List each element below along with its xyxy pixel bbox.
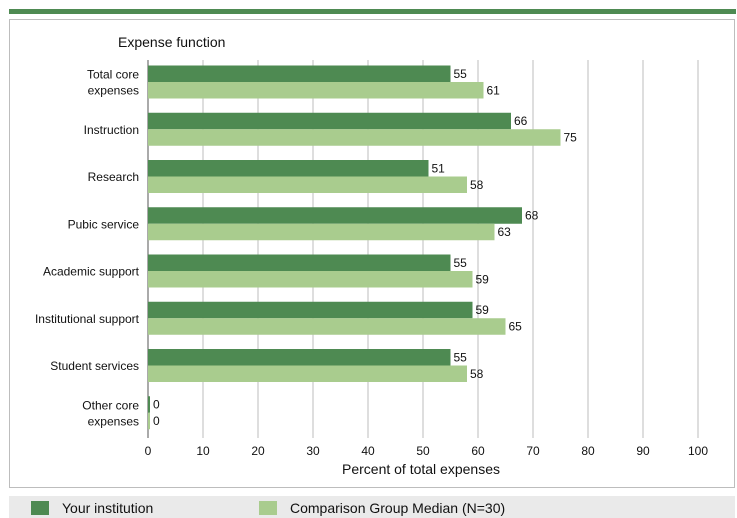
data-label: 59 <box>476 272 490 286</box>
legend-swatch-comparison-median <box>259 501 277 515</box>
category-label: Student services <box>50 359 139 373</box>
bar-comparison-median <box>148 82 484 99</box>
bar-your-institution <box>148 160 429 177</box>
y-axis-title: Expense function <box>118 34 226 50</box>
bar-comparison-median <box>148 412 150 430</box>
data-label: 58 <box>470 367 484 381</box>
data-label: 65 <box>509 320 523 334</box>
bar-your-institution <box>148 65 451 82</box>
bar-your-institution <box>148 349 451 366</box>
category-label: Total core expenses <box>87 68 139 98</box>
data-label: 55 <box>454 256 468 270</box>
bar-comparison-median <box>148 271 473 288</box>
data-label: 68 <box>525 209 539 223</box>
x-tick-label: 50 <box>416 444 430 458</box>
data-label: 55 <box>454 350 468 364</box>
legend-label-your-institution: Your institution <box>62 500 154 516</box>
bar-comparison-median <box>148 176 467 193</box>
legend-label-comparison-median: Comparison Group Median (N=30) <box>290 500 506 516</box>
bar-comparison-median <box>148 129 561 146</box>
category-label: Other core expenses <box>82 398 139 428</box>
x-tick-label: 80 <box>581 444 595 458</box>
x-tick-label: 20 <box>251 444 265 458</box>
bar-comparison-median <box>148 318 506 335</box>
x-tick-label: 30 <box>306 444 320 458</box>
legend-item-comparison-median: Comparison Group Median (N=30) <box>259 499 505 517</box>
legend-item-your-institution: Your institution <box>31 499 153 517</box>
bar-your-institution <box>148 301 473 319</box>
bar-comparison-median <box>148 223 495 241</box>
data-label: 58 <box>470 178 484 192</box>
x-tick-label: 90 <box>636 444 650 458</box>
legend: Your institution Comparison Group Median… <box>9 496 735 518</box>
data-label: 61 <box>487 83 501 97</box>
data-label: 0 <box>153 398 160 412</box>
category-label: Research <box>88 170 139 184</box>
x-axis-title: Percent of total expenses <box>342 461 500 477</box>
x-tick-label: 60 <box>471 444 485 458</box>
x-tick-label: 10 <box>196 444 210 458</box>
data-label: 0 <box>153 414 160 428</box>
data-label: 63 <box>498 225 512 239</box>
category-label: Instruction <box>84 123 139 137</box>
data-label: 75 <box>564 131 578 145</box>
bar-your-institution <box>148 112 511 130</box>
category-label: Academic support <box>43 265 140 279</box>
header-rule <box>9 9 736 14</box>
bar-your-institution <box>148 396 150 413</box>
data-label: 55 <box>454 67 468 81</box>
bar-your-institution <box>148 254 451 271</box>
data-label: 66 <box>514 114 528 128</box>
bar-comparison-median <box>148 365 467 382</box>
category-label: Pubic service <box>68 217 140 231</box>
x-tick-label: 40 <box>361 444 375 458</box>
bar-your-institution <box>148 207 522 224</box>
category-label: Institutional support <box>35 312 140 326</box>
x-tick-label: 70 <box>526 444 540 458</box>
x-tick-label: 100 <box>688 444 708 458</box>
x-tick-label: 0 <box>145 444 152 458</box>
legend-swatch-your-institution <box>31 501 49 515</box>
data-label: 51 <box>432 161 446 175</box>
data-label: 59 <box>476 303 490 317</box>
